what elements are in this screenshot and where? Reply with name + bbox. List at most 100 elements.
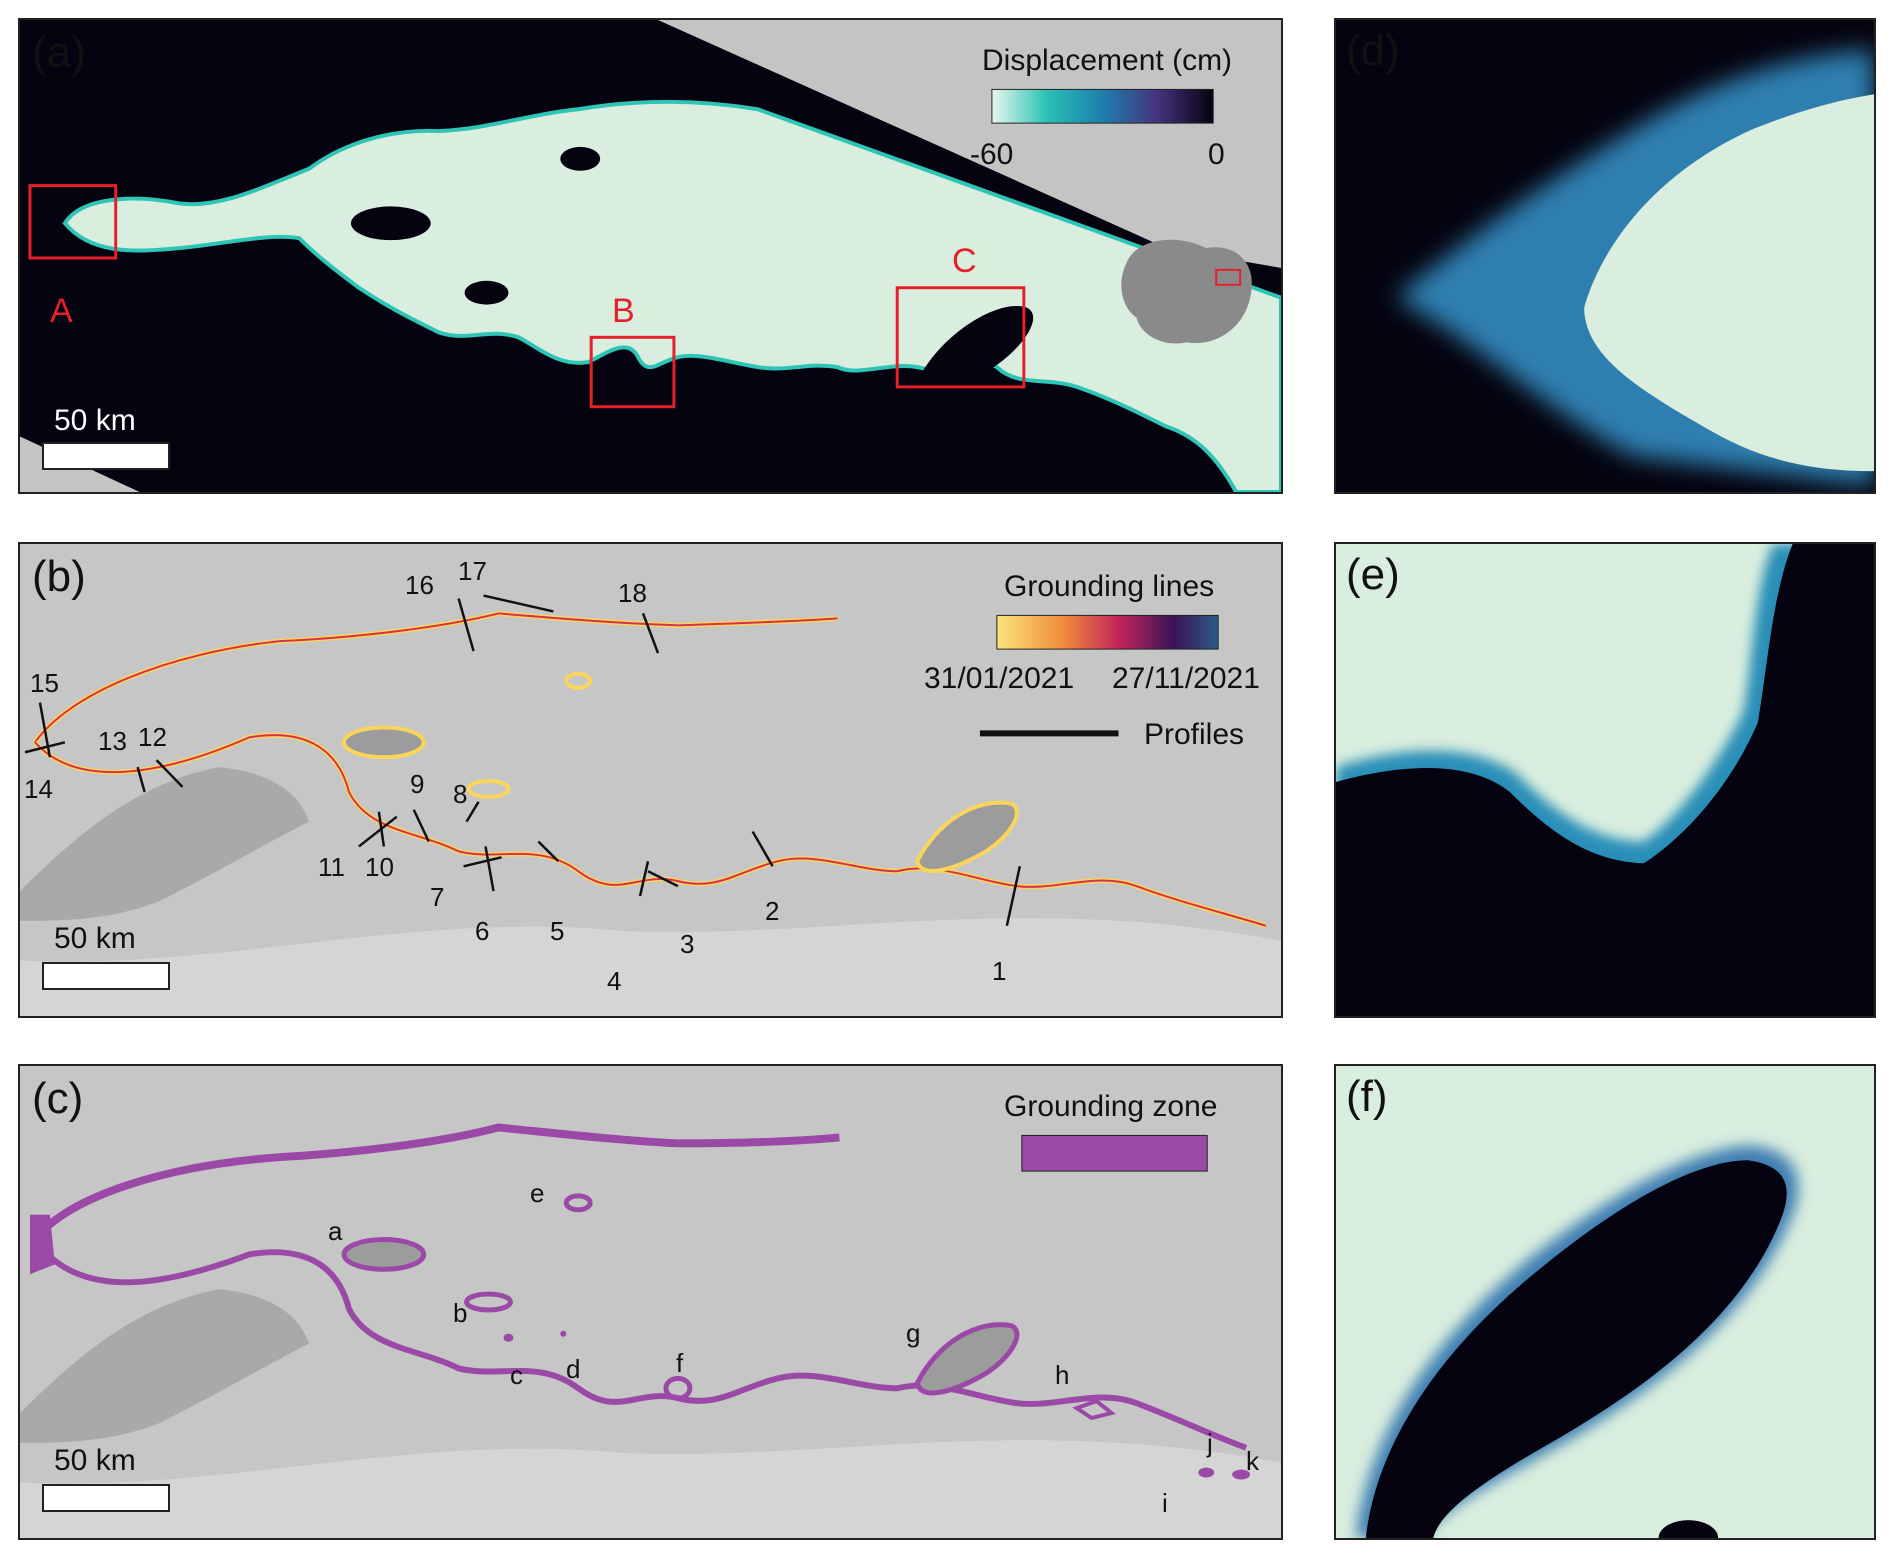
zone-d-dot	[560, 1330, 567, 1337]
scalebar-a	[42, 442, 170, 470]
zone-j-dot	[1198, 1467, 1215, 1478]
panel-f-zoom-C: (f)	[1334, 1064, 1876, 1540]
island-c	[917, 306, 1034, 394]
box-C-label: C	[952, 242, 977, 280]
hillshade-no-data-top	[657, 20, 1281, 268]
zone-h-label: h	[1055, 1360, 1070, 1390]
grounding-zone-western-tip	[29, 1214, 55, 1275]
zoom-C-island	[1365, 1160, 1787, 1538]
zoom-C-svg	[1355, 1145, 1799, 1538]
southern-terrain	[20, 918, 1281, 1016]
ice-shelf-region	[62, 99, 1281, 492]
profile-13-label: 13	[98, 726, 127, 756]
box-A	[28, 184, 118, 260]
scalebar-c-label: 50 km	[54, 1444, 136, 1477]
inset-location-box	[1215, 268, 1242, 286]
profile-10-label: 10	[365, 852, 394, 882]
island-g-outline	[915, 800, 1019, 873]
displacement-legend-title: Displacement (cm)	[982, 44, 1233, 77]
profile-5-label: 5	[550, 916, 565, 946]
zone-c-dot	[503, 1333, 514, 1342]
zone-e-label: e	[530, 1178, 545, 1208]
southern-terrain-c	[20, 1440, 1281, 1538]
profile-17-label: 17	[458, 556, 487, 586]
profile-2-label: 2	[765, 896, 780, 926]
scalebar-b	[42, 962, 170, 990]
displacement-map-svg	[20, 20, 1281, 492]
profile-9-label: 9	[410, 769, 425, 799]
grounding-zone-south	[32, 1237, 1248, 1451]
date-start-label: 31/01/2021	[924, 662, 1075, 695]
zone-f-label: f	[676, 1348, 684, 1378]
panel-d-label: (d)	[1346, 26, 1400, 75]
date-end-label: 27/11/2021	[1112, 662, 1260, 695]
mountain-range	[20, 767, 310, 921]
zoom-B-svg	[1336, 544, 1874, 1016]
profile-12-label: 12	[138, 722, 167, 752]
zoom-B-land	[1336, 544, 1874, 1016]
zone-h-outline	[1072, 1398, 1116, 1421]
box-B	[589, 335, 676, 409]
zone-e-outline	[563, 1193, 593, 1213]
zone-d-label: d	[566, 1354, 581, 1384]
displacement-colorbar	[991, 88, 1214, 124]
island-9-outline	[341, 725, 426, 760]
zone-k-label: k	[1246, 1446, 1259, 1476]
island-e-outline	[564, 671, 593, 690]
grounding-zone-legend-swatch	[1021, 1134, 1208, 1172]
zone-a-label: a	[328, 1216, 343, 1246]
zone-g-outline	[914, 1322, 1020, 1396]
zone-b-outline	[464, 1291, 513, 1313]
panel-e-label: (e)	[1346, 550, 1400, 599]
grounding-zone-legend-title: Grounding zone	[1004, 1090, 1218, 1123]
box-B-label: B	[612, 292, 635, 330]
colorbar-max-label: 0	[1208, 138, 1225, 171]
panel-e-zoom-B: (e)	[1334, 542, 1876, 1018]
profiles-legend-label: Profiles	[1144, 718, 1245, 751]
zone-f-outline	[663, 1375, 693, 1401]
grounding-lines-svg	[20, 594, 1281, 1016]
profile-4-label: 4	[607, 966, 622, 996]
box-A-label: A	[50, 292, 73, 330]
island-8-outline	[466, 779, 511, 799]
profile-15-label: 15	[30, 668, 59, 698]
grounding-zone-svg	[20, 1123, 1281, 1538]
zone-a-outline	[341, 1237, 427, 1272]
mountain-range-c	[20, 1289, 310, 1443]
panel-c-label: (c)	[32, 1074, 84, 1123]
profile-7-label: 7	[430, 882, 445, 912]
grounding-lines-colorbar	[996, 614, 1219, 650]
panel-a-displacement-map: (a) Displacement (cm) -60 0 A B C 50 km	[18, 18, 1283, 494]
box-C	[895, 286, 1026, 389]
profile-1-label: 1	[992, 956, 1007, 986]
scalebar-b-label: 50 km	[54, 922, 136, 955]
panel-c-grounding-zone: (c) Grounding zone a b c d e f g h i j k…	[18, 1064, 1283, 1540]
zone-c-label: c	[510, 1360, 523, 1390]
panel-f-label: (f)	[1346, 1072, 1388, 1121]
scalebar-a-label: 50 km	[54, 404, 136, 437]
profile-6-label: 6	[475, 916, 490, 946]
profile-lines	[24, 594, 1022, 927]
zone-b-label: b	[453, 1298, 468, 1328]
zone-k-dot	[1232, 1469, 1251, 1480]
profile-16-label: 16	[405, 570, 434, 600]
panel-b-grounding-lines: (b) Grounding lines 31/01/2021 27/11/202…	[18, 542, 1283, 1018]
panel-d-zoom-A: (d)	[1334, 18, 1876, 494]
profile-11-label: 11	[318, 852, 345, 882]
zoom-A-svg	[1395, 49, 1874, 487]
island-3	[464, 280, 509, 305]
island-2	[350, 206, 431, 241]
colorbar-min-label: -60	[970, 138, 1014, 171]
grounding-zone-north	[31, 1123, 840, 1243]
zone-g-label: g	[906, 1318, 921, 1348]
profile-14-label: 14	[24, 774, 53, 804]
profile-18-label: 18	[618, 578, 647, 608]
scalebar-c	[42, 1484, 170, 1512]
panel-b-label: (b)	[32, 552, 86, 601]
profile-8-label: 8	[453, 779, 468, 809]
panel-a-label: (a)	[32, 28, 86, 77]
zone-j-label: j	[1207, 1428, 1213, 1458]
grounding-lines-legend-title: Grounding lines	[1004, 570, 1215, 603]
island-1	[560, 146, 601, 171]
profile-3-label: 3	[680, 929, 695, 959]
